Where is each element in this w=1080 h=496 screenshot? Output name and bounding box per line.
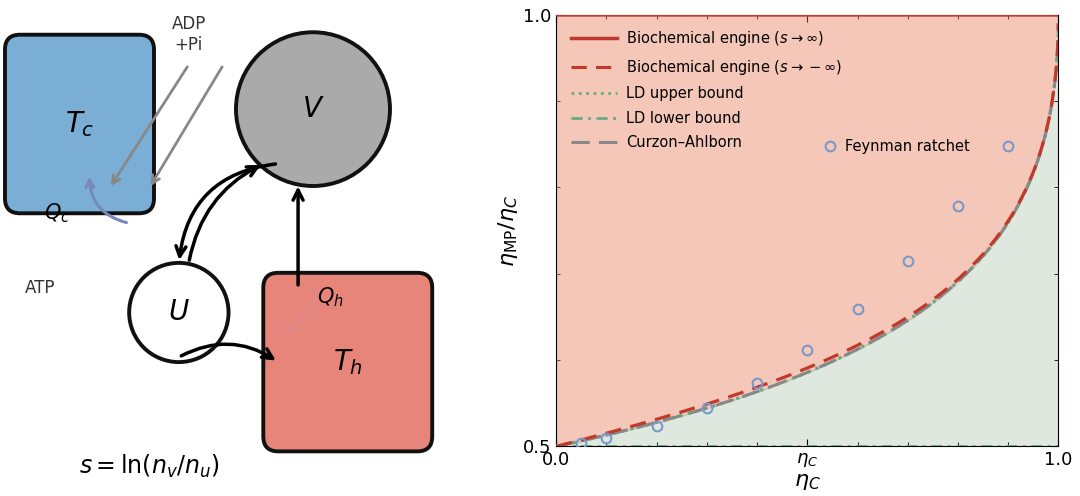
FancyBboxPatch shape bbox=[264, 273, 432, 451]
Text: $T_c$: $T_c$ bbox=[65, 109, 94, 139]
Text: ATP: ATP bbox=[25, 279, 55, 297]
Circle shape bbox=[130, 263, 229, 362]
Circle shape bbox=[237, 32, 390, 186]
X-axis label: $\eta_C$: $\eta_C$ bbox=[794, 472, 821, 492]
Text: ADP
+Pi: ADP +Pi bbox=[172, 15, 206, 54]
Legend: Biochemical engine $(s \to \infty)$, Biochemical engine $(s \to -\infty)$, LD up: Biochemical engine $(s \to \infty)$, Bio… bbox=[564, 22, 849, 158]
Text: $U$: $U$ bbox=[168, 299, 190, 326]
Text: $Q_h$: $Q_h$ bbox=[318, 286, 343, 310]
Text: $T_h$: $T_h$ bbox=[333, 347, 363, 377]
Text: Feynman ratchet: Feynman ratchet bbox=[845, 139, 970, 154]
FancyBboxPatch shape bbox=[5, 35, 154, 213]
Text: $s = \ln(n_v/n_u)$: $s = \ln(n_v/n_u)$ bbox=[79, 453, 219, 480]
Y-axis label: $\eta_{\mathrm{MP}}/\eta_C$: $\eta_{\mathrm{MP}}/\eta_C$ bbox=[496, 195, 521, 266]
Text: $V$: $V$ bbox=[301, 95, 324, 123]
Text: $Q_c$: $Q_c$ bbox=[44, 201, 70, 225]
